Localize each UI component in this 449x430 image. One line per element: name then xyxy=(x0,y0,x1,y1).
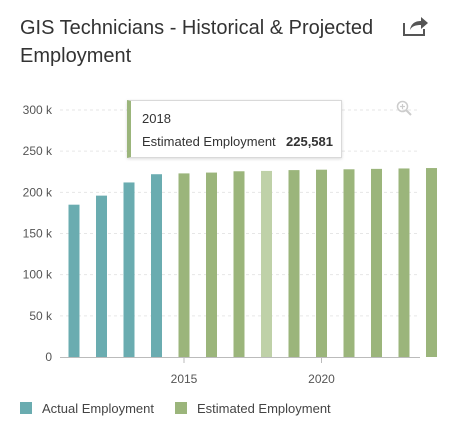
y-tick-label: 100 k xyxy=(23,268,53,282)
y-tick-label: 300 k xyxy=(23,103,53,117)
bar-actual xyxy=(123,182,135,357)
bar-estimated xyxy=(233,171,245,357)
share-button[interactable] xyxy=(400,14,430,38)
legend-swatch-estimated xyxy=(175,402,187,414)
bar-estimated xyxy=(371,168,382,357)
bar-estimated xyxy=(398,168,410,357)
y-tick-label: 150 k xyxy=(23,227,53,241)
zoom-button[interactable] xyxy=(396,100,412,116)
bar-estimated xyxy=(178,173,190,357)
tooltip-value: 225,581 xyxy=(286,134,333,149)
bar-estimated xyxy=(288,170,300,357)
y-tick-label: 200 k xyxy=(23,185,53,199)
y-tick-label: 50 k xyxy=(29,309,53,323)
share-icon xyxy=(403,17,428,36)
chart-title: GIS Technicians - Historical & Projected… xyxy=(20,17,374,67)
chart-tooltip: 2018 Estimated Employment 225,581 xyxy=(127,100,342,158)
bar-chart: 0 50 k 100 k 150 k 200 k 250 k 300 k 2015 2020 xyxy=(23,103,437,386)
y-tick-label: 250 k xyxy=(23,144,53,158)
legend-label-actual: Actual Employment xyxy=(42,401,154,416)
bar-estimated xyxy=(206,172,217,357)
y-tick-label: 0 xyxy=(45,350,52,364)
bar-estimated xyxy=(261,170,272,357)
bar-estimated xyxy=(343,169,355,357)
bar-actual xyxy=(96,195,107,357)
bar-estimated xyxy=(426,168,437,357)
bar-actual xyxy=(68,204,80,357)
zoom-icon xyxy=(396,100,412,116)
x-tick-label: 2020 xyxy=(308,372,335,386)
tooltip-year: 2018 xyxy=(142,111,171,126)
bar-actual xyxy=(151,174,162,357)
legend-swatch-actual xyxy=(20,402,32,414)
bar-estimated xyxy=(316,169,327,357)
x-tick-label: 2015 xyxy=(171,372,198,386)
legend-label-estimated: Estimated Employment xyxy=(197,401,331,416)
tooltip-label: Estimated Employment xyxy=(142,134,276,149)
